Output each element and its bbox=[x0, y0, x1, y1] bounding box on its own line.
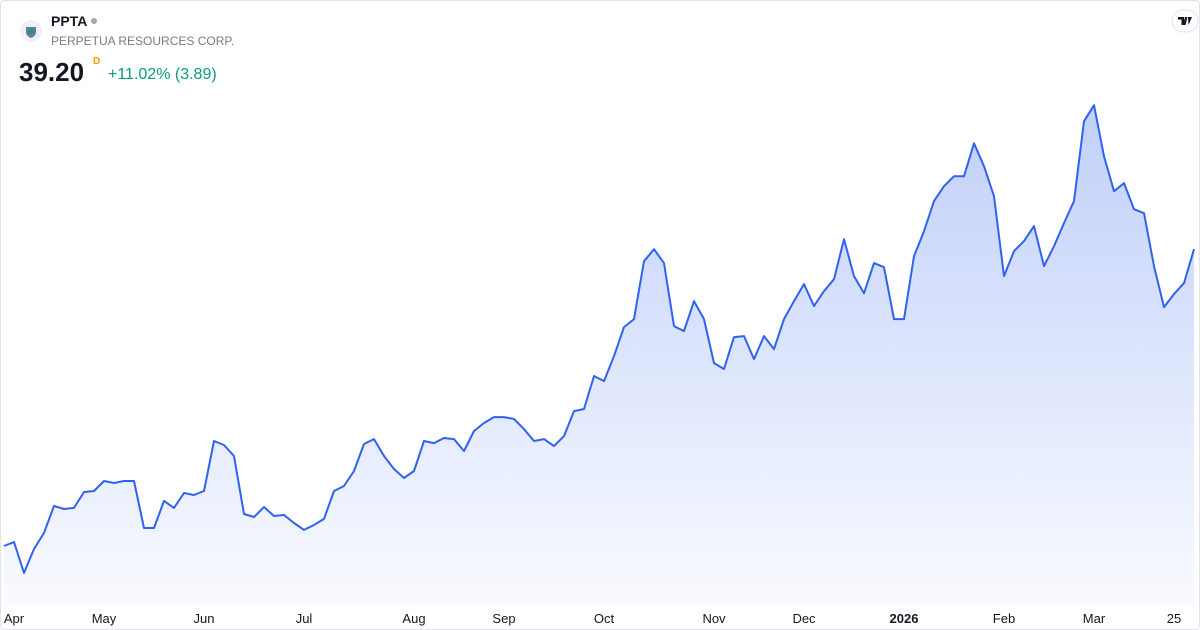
interval: D bbox=[93, 56, 101, 67]
x-tick-label: Sep bbox=[492, 611, 515, 626]
x-tick-label: Aug bbox=[402, 611, 425, 626]
brand-logo[interactable] bbox=[1171, 9, 1199, 33]
ticker: PPTA bbox=[51, 13, 88, 29]
price: 39.20 bbox=[19, 57, 85, 87]
x-tick-label: 2026 bbox=[890, 611, 919, 626]
x-tick-label: Jul bbox=[296, 611, 313, 626]
x-tick-label: Feb bbox=[993, 611, 1015, 626]
x-tick-label: 25 bbox=[1167, 611, 1181, 626]
x-tick-label: May bbox=[92, 611, 117, 626]
logo bbox=[20, 20, 42, 42]
status-dot bbox=[91, 18, 97, 24]
x-tick-label: Mar bbox=[1083, 611, 1106, 626]
area-fill bbox=[4, 105, 1194, 607]
company-name: PERPETUA RESOURCES CORP. bbox=[51, 34, 235, 48]
x-tick-label: Apr bbox=[4, 611, 25, 626]
x-tick-label: Oct bbox=[594, 611, 615, 626]
change: +11.02% (3.89) bbox=[108, 66, 217, 83]
x-tick-label: Nov bbox=[702, 611, 726, 626]
price-line bbox=[3, 104, 1195, 574]
x-tick-label: Dec bbox=[792, 611, 816, 626]
x-tick-label: Jun bbox=[194, 611, 215, 626]
